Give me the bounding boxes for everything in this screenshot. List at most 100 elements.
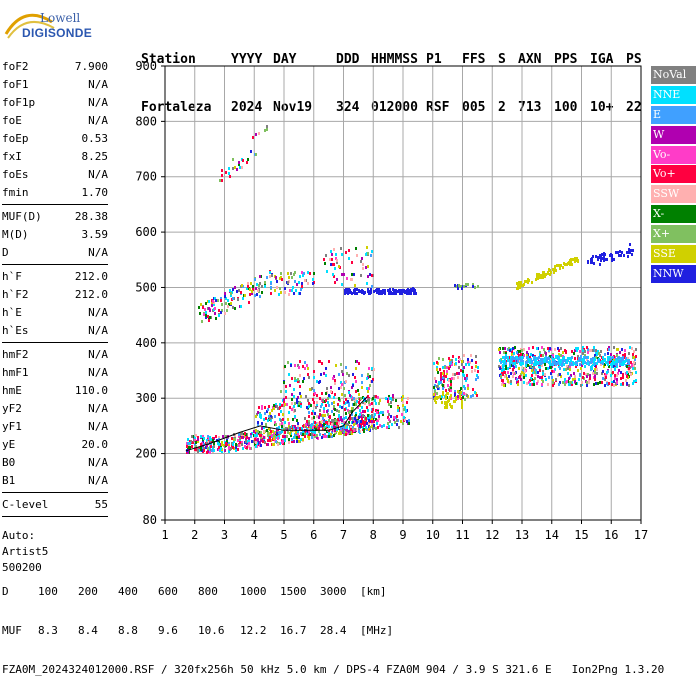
param-row: hmF2 N/A	[2, 346, 108, 364]
echo-point	[279, 423, 281, 426]
echo-point	[266, 128, 268, 131]
echo-point	[596, 353, 598, 356]
echo-point	[333, 425, 335, 428]
echo-point	[212, 437, 214, 440]
echo-point	[445, 403, 447, 406]
echo-point	[628, 352, 630, 355]
echo-point	[545, 367, 547, 370]
echo-point	[618, 356, 620, 359]
echo-point	[274, 415, 276, 418]
echo-point	[511, 358, 513, 361]
echo-point	[520, 353, 522, 356]
param-name: foEs	[2, 168, 29, 181]
echo-point	[302, 430, 304, 433]
echo-point	[371, 274, 373, 277]
echo-point	[546, 360, 548, 363]
echo-point	[559, 361, 561, 364]
echo-point	[469, 361, 471, 364]
echo-point	[331, 435, 333, 438]
echo-point	[302, 425, 304, 428]
echo-point	[616, 354, 618, 357]
echo-point	[457, 287, 459, 290]
echo-point	[345, 380, 347, 383]
echo-point	[362, 267, 364, 270]
echo-point	[297, 364, 299, 367]
echo-point	[403, 416, 405, 419]
echo-point	[461, 406, 463, 409]
echo-point	[616, 381, 618, 384]
echo-point	[608, 365, 610, 368]
echo-point	[514, 346, 516, 349]
echo-point	[596, 372, 598, 375]
echo-point	[342, 429, 344, 432]
echo-point	[348, 257, 350, 260]
echo-point	[599, 254, 601, 257]
header-label-9: PPS	[554, 52, 578, 67]
param-value: N/A	[88, 114, 108, 127]
echo-point	[361, 381, 363, 384]
echo-point	[294, 364, 296, 367]
echo-point	[311, 436, 313, 439]
echo-point	[553, 362, 555, 365]
echo-point	[351, 273, 353, 276]
echo-point	[569, 365, 571, 368]
echo-point	[226, 440, 228, 443]
echo-point	[326, 410, 328, 413]
param-value: N/A	[88, 348, 108, 361]
echo-point	[284, 403, 286, 406]
echo-point	[271, 434, 273, 437]
echo-point	[247, 158, 249, 161]
echo-point	[522, 284, 524, 287]
echo-point	[433, 393, 435, 396]
echo-point	[332, 273, 334, 276]
echo-point	[232, 288, 234, 291]
echo-point	[574, 349, 576, 352]
echo-point	[304, 417, 306, 420]
echo-point	[317, 422, 319, 425]
echo-point	[327, 397, 329, 400]
echo-point	[345, 431, 347, 434]
param-name: MUF(D)	[2, 210, 42, 223]
echo-point	[298, 440, 300, 443]
echo-point	[376, 291, 378, 294]
echo-point	[248, 445, 250, 448]
echo-point	[264, 281, 266, 284]
echo-point	[458, 356, 460, 359]
echo-point	[367, 395, 369, 398]
echo-point	[321, 392, 323, 395]
echo-point	[291, 402, 293, 405]
echo-point	[200, 446, 202, 449]
param-row: hmF1 N/A	[2, 364, 108, 382]
echo-point	[436, 368, 438, 371]
echo-point	[349, 394, 351, 397]
echo-point	[314, 412, 316, 415]
echo-point	[271, 409, 273, 412]
echo-point	[333, 413, 335, 416]
echo-point	[455, 362, 457, 365]
echo-point	[635, 379, 637, 382]
echo-point	[402, 400, 404, 403]
echo-point	[607, 358, 609, 361]
echo-point	[270, 419, 272, 422]
echo-point	[571, 363, 573, 366]
echo-point	[294, 379, 296, 382]
param-value: 28.38	[74, 210, 108, 223]
echo-point	[214, 297, 216, 300]
echo-point	[554, 265, 556, 268]
echo-point	[250, 435, 252, 438]
echo-point	[255, 415, 257, 418]
echo-point	[568, 261, 570, 264]
echo-point	[291, 398, 293, 401]
echo-point	[233, 440, 235, 443]
echo-point	[626, 371, 628, 374]
echo-point	[289, 406, 291, 409]
echo-point	[442, 366, 444, 369]
echo-point	[566, 365, 568, 368]
echo-point	[388, 413, 390, 416]
echo-point	[229, 289, 231, 292]
echo-point	[338, 422, 340, 425]
echo-point	[375, 409, 377, 412]
echo-point	[341, 283, 343, 286]
echo-point	[293, 292, 295, 295]
echo-point	[197, 450, 199, 453]
